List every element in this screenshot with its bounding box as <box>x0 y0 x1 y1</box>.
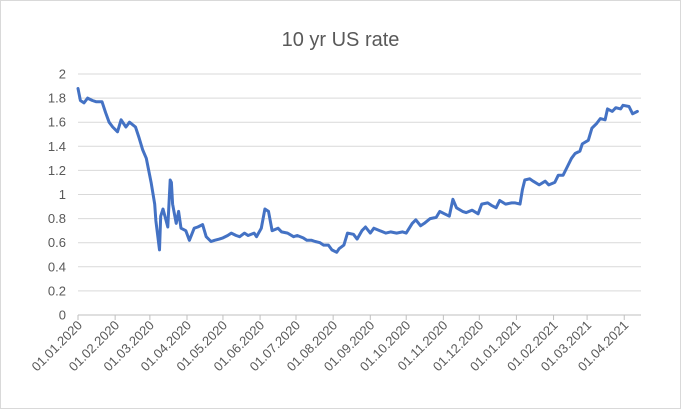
y-tick-label: 1 <box>59 187 66 202</box>
y-tick-label: 1.6 <box>48 115 66 130</box>
y-tick-label: 0.6 <box>48 235 66 250</box>
x-axis: 01.01.202001.02.202001.03.202001.04.2020… <box>28 315 631 374</box>
y-tick-label: 0.8 <box>48 211 66 226</box>
y-axis: 0 0.2 0.4 0.6 0.8 1 1.2 1.4 1.6 1.8 2 <box>48 67 66 323</box>
y-tick-label: 0 <box>59 308 66 323</box>
series-line <box>76 87 639 254</box>
y-tick-label: 1.8 <box>48 91 66 106</box>
y-tick-label: 1.2 <box>48 163 66 178</box>
gridlines <box>78 73 641 316</box>
chart-title: 10 yr US rate <box>282 29 400 51</box>
y-tick-label: 1.4 <box>48 139 66 154</box>
y-tick-label: 0.2 <box>48 283 66 298</box>
y-tick-label: 2 <box>59 67 66 82</box>
y-tick-label: 0.4 <box>48 259 66 274</box>
series-group <box>76 87 639 254</box>
